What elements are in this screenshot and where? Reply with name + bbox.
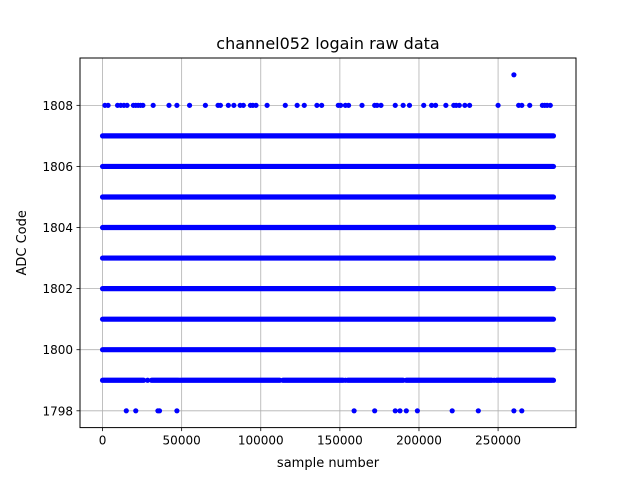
data-point bbox=[359, 102, 365, 108]
y-tick-label: 1802 bbox=[42, 282, 73, 296]
data-point bbox=[342, 377, 349, 383]
data-point bbox=[156, 408, 163, 414]
data-point bbox=[495, 102, 501, 108]
x-tick-label: 100000 bbox=[238, 434, 284, 448]
x-tick-label: 0 bbox=[99, 434, 107, 448]
data-point bbox=[253, 102, 259, 108]
data-point bbox=[491, 377, 497, 383]
data-points bbox=[99, 72, 557, 414]
data-point bbox=[432, 102, 439, 108]
data-point bbox=[140, 102, 146, 108]
y-tick-label: 1808 bbox=[42, 99, 73, 113]
data-point bbox=[519, 102, 525, 108]
data-point bbox=[392, 102, 398, 108]
data-point bbox=[511, 72, 517, 78]
y-tick-label: 1800 bbox=[42, 343, 73, 357]
x-tick-label: 150000 bbox=[317, 434, 363, 448]
data-point bbox=[301, 102, 307, 108]
x-tick-label: 50000 bbox=[163, 434, 201, 448]
data-point bbox=[372, 408, 378, 414]
data-point bbox=[406, 102, 413, 108]
data-point bbox=[105, 102, 111, 108]
data-point bbox=[511, 408, 517, 414]
data-point bbox=[174, 102, 180, 108]
data-point bbox=[319, 102, 325, 108]
data-point bbox=[145, 377, 151, 383]
data-point bbox=[294, 102, 300, 108]
data-point bbox=[345, 102, 352, 108]
data-point bbox=[443, 102, 449, 108]
data-point bbox=[547, 102, 553, 108]
data-point bbox=[264, 102, 270, 108]
data-point bbox=[392, 408, 398, 414]
data-point bbox=[397, 408, 403, 414]
data-point bbox=[403, 408, 409, 414]
data-point bbox=[400, 102, 406, 108]
data-point bbox=[351, 408, 357, 414]
data-point bbox=[338, 102, 344, 108]
chart-title: channel052 logain raw data bbox=[216, 34, 439, 53]
data-point bbox=[150, 102, 156, 108]
data-point bbox=[133, 408, 139, 414]
data-point bbox=[282, 102, 288, 108]
x-tick-label: 200000 bbox=[396, 434, 442, 448]
data-point bbox=[374, 102, 380, 108]
data-point bbox=[429, 102, 435, 108]
y-axis-label: ADC Code bbox=[15, 210, 30, 275]
data-point bbox=[467, 102, 473, 108]
data-point bbox=[414, 408, 420, 414]
data-point bbox=[231, 102, 237, 108]
data-point bbox=[174, 408, 180, 414]
data-point bbox=[177, 377, 183, 383]
data-point bbox=[123, 408, 129, 414]
data-point bbox=[456, 102, 462, 108]
plot-frame bbox=[79, 57, 577, 429]
data-point bbox=[519, 408, 525, 414]
data-point bbox=[202, 102, 208, 108]
data-point bbox=[186, 102, 193, 108]
data-point bbox=[378, 102, 384, 108]
data-point bbox=[225, 102, 231, 108]
y-tick-label: 1798 bbox=[42, 404, 73, 418]
data-point bbox=[124, 102, 130, 108]
y-tick-label: 1804 bbox=[42, 221, 73, 235]
x-axis-label: sample number bbox=[277, 456, 380, 471]
data-point bbox=[475, 408, 481, 414]
data-point bbox=[421, 102, 427, 108]
x-tick-label: 250000 bbox=[475, 434, 521, 448]
data-point bbox=[217, 102, 224, 108]
data-point bbox=[449, 408, 455, 414]
data-point bbox=[314, 102, 320, 108]
data-point bbox=[527, 102, 533, 108]
axis-ticks: 0 50000 100000 150000 200000 250000 1798 1800 18… bbox=[42, 99, 521, 448]
y-tick-label: 1806 bbox=[42, 160, 73, 174]
data-point bbox=[462, 102, 468, 108]
data-point bbox=[166, 102, 172, 108]
data-point bbox=[240, 102, 246, 108]
